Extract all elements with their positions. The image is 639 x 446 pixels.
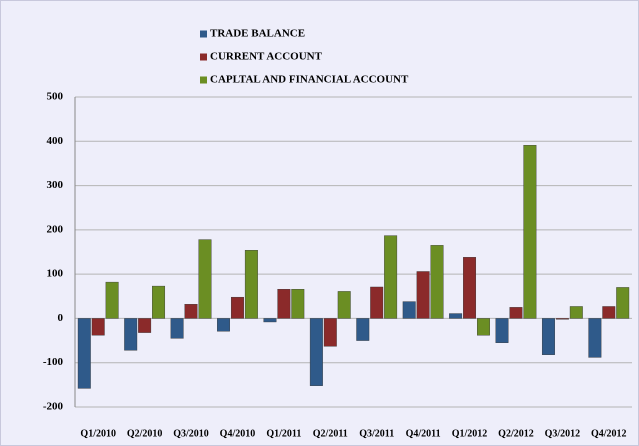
bar [91,318,105,336]
x-tick-label: Q2/2011 [313,428,348,439]
y-tick-label: 300 [47,179,64,191]
x-tick-label: Q1/2011 [266,428,301,439]
x-tick-label: Q4/2012 [591,428,627,439]
x-tick-label: Q4/2010 [220,428,256,439]
bar [384,235,398,319]
bar [152,285,166,319]
bar [184,304,198,319]
x-tick-label: Q1/2010 [80,428,116,439]
y-tick-label: 100 [47,268,64,280]
bar [588,318,602,358]
legend-label: TRADE BALANCE [210,28,305,40]
bar [449,313,463,319]
bar [569,306,583,319]
bar [217,318,230,332]
y-tick-label: 500 [47,91,64,103]
bar [356,318,370,341]
bar [509,307,523,319]
bar [105,281,119,319]
y-tick-label: -200 [43,401,64,413]
bar [555,318,569,320]
bar [124,318,138,351]
y-tick-label: 400 [47,135,64,147]
bar [602,306,616,319]
legend-label: CURRENT ACCOUNT [210,51,323,63]
bar [230,296,244,319]
x-tick-label: Q3/2010 [173,428,209,439]
bar [523,145,537,319]
bar [263,318,277,323]
bar [291,289,305,319]
x-tick-label: Q3/2011 [359,428,394,439]
bar [277,289,291,319]
x-tick-label: Q4/2011 [406,428,441,439]
x-tick-label: Q2/2012 [498,428,534,439]
bar [616,287,630,319]
bar [337,291,351,319]
x-tick-label: Q1/2012 [452,428,488,439]
legend-swatch [200,53,207,61]
x-tick-label: Q3/2012 [545,428,581,439]
bar [430,245,444,319]
y-tick-label: 200 [47,223,64,235]
bar [495,318,509,343]
y-tick-label: -100 [43,356,64,368]
legend-swatch [200,76,207,84]
bar [416,271,430,319]
bar [309,318,323,386]
bar [77,318,91,389]
bar [198,239,212,319]
bar [370,286,384,319]
bar [323,318,337,347]
bar [244,250,258,319]
x-tick-label: Q2/2010 [127,428,163,439]
bar [541,318,555,355]
bar [138,318,152,333]
bar [477,318,490,336]
bar [402,301,416,319]
bar [463,257,477,319]
y-tick-label: 0 [58,312,64,324]
legend-swatch [200,30,207,38]
legend-label: CAPLTAL AND FINANCIAL ACCOUNT [210,74,409,86]
bar [170,318,184,339]
